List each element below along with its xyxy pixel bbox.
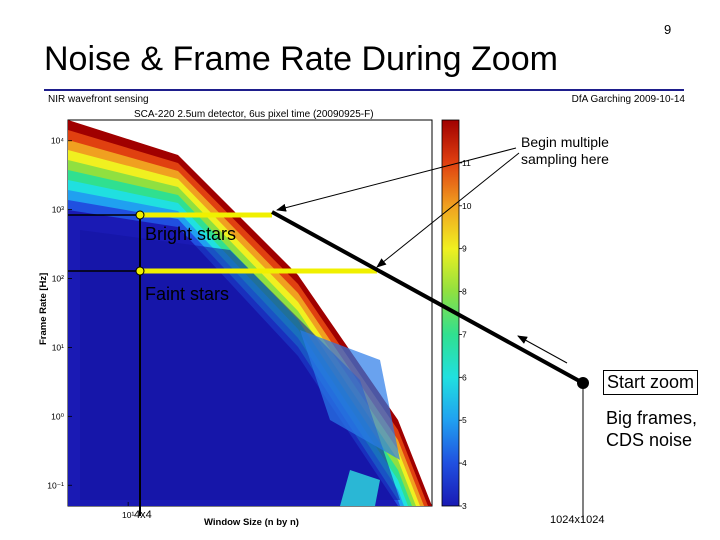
contour-band bbox=[80, 230, 400, 500]
title-rule bbox=[44, 89, 684, 91]
y-tick-label: 10⁴ bbox=[51, 136, 64, 146]
colorbar-tick-label: 3 bbox=[462, 501, 467, 511]
big-frames-line1: Big frames, bbox=[606, 408, 698, 428]
colorbar-tick-label: 11 bbox=[462, 158, 471, 168]
y-axis-label: Frame Rate [Hz] bbox=[38, 273, 49, 345]
footer-left: NIR wavefront sensing bbox=[48, 94, 149, 105]
window-4x4-label: 4x4 bbox=[134, 509, 152, 521]
big-frames-label: Big frames, CDS noise bbox=[606, 408, 697, 451]
x-tick-label: 10¹ bbox=[122, 510, 134, 520]
x-axis-label: Window Size (n by n) bbox=[204, 517, 299, 528]
colorbar-tick-label: 4 bbox=[462, 458, 467, 468]
footer-right: DfA Garching 2009-10-14 bbox=[571, 94, 685, 105]
y-tick-label: 10⁰ bbox=[51, 411, 64, 421]
begin-multiple-line2: sampling here bbox=[521, 150, 609, 167]
contour-band bbox=[340, 470, 380, 506]
colorbar-tick-label: 8 bbox=[462, 287, 467, 297]
colorbar-tick-label: 7 bbox=[462, 329, 467, 339]
begin-sampling-arrow-bright bbox=[276, 147, 517, 212]
window-1024-label: 1024x1024 bbox=[550, 514, 605, 526]
y-tick-label: 10¹ bbox=[52, 342, 64, 352]
y-tick-label: 10² bbox=[52, 274, 64, 284]
y-tick-label: 10⁻¹ bbox=[47, 480, 64, 490]
start-zoom-label: Start zoom bbox=[603, 370, 699, 395]
zoom-direction-arrow bbox=[517, 335, 568, 364]
bright-stars-marker bbox=[135, 210, 145, 220]
colorbar-tick-label: 9 bbox=[462, 244, 467, 254]
chart-title: SCA-220 2.5um detector, 6us pixel time (… bbox=[134, 109, 374, 120]
bright-stars-label: Bright stars bbox=[145, 224, 237, 244]
colorbar-tick-label: 6 bbox=[462, 372, 467, 382]
slide-title: Noise & Frame Rate During Zoom bbox=[44, 40, 558, 78]
contour-band bbox=[300, 330, 400, 460]
zoom-path-line bbox=[271, 210, 584, 385]
y-tick-label: 10³ bbox=[52, 205, 64, 215]
faint-stars-marker bbox=[135, 266, 145, 276]
colorbar-tick-label: 5 bbox=[462, 415, 467, 425]
annotation-overlay bbox=[68, 147, 589, 520]
begin-sampling-arrow-faint bbox=[376, 152, 520, 268]
begin-multiple-sampling-label: Begin multiple sampling here bbox=[521, 134, 609, 167]
slide-number: 9 bbox=[664, 22, 672, 37]
heatmap-plot: 10⁴ 10³ 10² 10¹ 10⁰ 10⁻¹ 10¹ 3 4 5 6 7 8 9 10 11 bbox=[47, 119, 472, 520]
big-frames-line2: CDS noise bbox=[606, 429, 693, 450]
faint-stars-label: Faint stars bbox=[145, 284, 230, 304]
begin-multiple-line1: Begin multiple bbox=[521, 134, 609, 150]
colorbar-tick-label: 10 bbox=[462, 201, 472, 211]
